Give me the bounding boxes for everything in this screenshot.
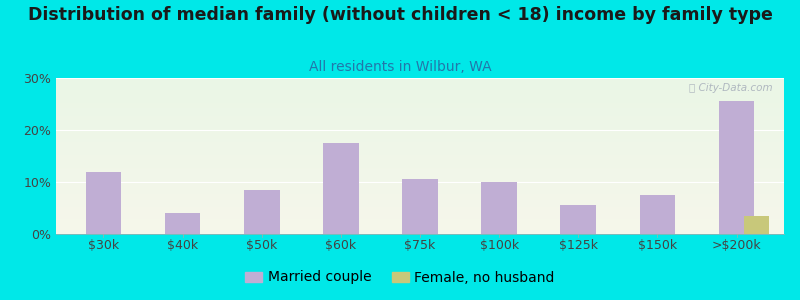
Bar	[561, 206, 596, 234]
Legend: Married couple, Female, no husband: Married couple, Female, no husband	[240, 265, 560, 290]
Bar	[718, 101, 754, 234]
Bar	[165, 213, 201, 234]
Text: All residents in Wilbur, WA: All residents in Wilbur, WA	[309, 60, 491, 74]
Bar	[86, 172, 122, 234]
Bar	[402, 179, 438, 234]
Bar	[482, 182, 517, 234]
Bar	[244, 190, 279, 234]
Bar	[744, 216, 769, 234]
Bar	[639, 195, 675, 234]
Text: ⓘ City-Data.com: ⓘ City-Data.com	[690, 83, 773, 93]
Text: Distribution of median family (without children < 18) income by family type: Distribution of median family (without c…	[27, 6, 773, 24]
Bar	[323, 143, 358, 234]
